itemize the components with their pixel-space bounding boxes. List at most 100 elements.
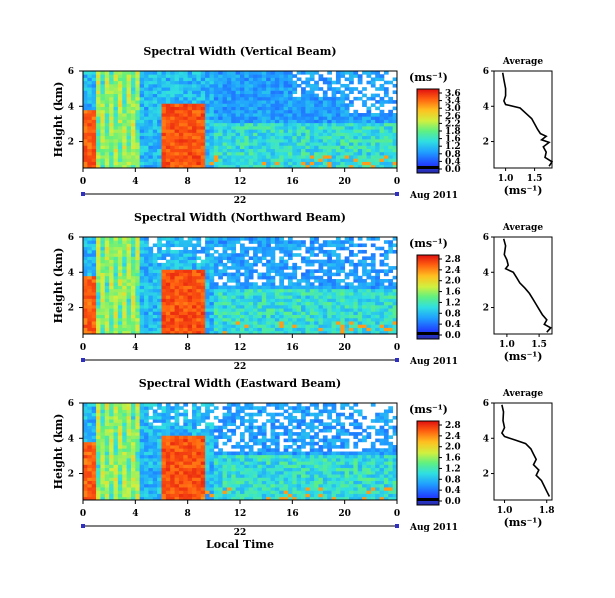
heatmap-cell — [178, 282, 184, 286]
heatmap-cell — [370, 161, 376, 166]
heatmap-cell — [279, 122, 285, 127]
heatmap-cell — [178, 321, 184, 325]
heatmap-cell — [170, 409, 175, 414]
heatmap-cell — [279, 330, 285, 334]
heatmap-cell — [152, 93, 158, 98]
heatmap-cell — [187, 266, 193, 270]
heatmap-cell — [200, 330, 206, 334]
heatmap-cell — [253, 259, 258, 264]
heatmap-cell — [314, 109, 319, 114]
heatmap-cell — [349, 80, 354, 85]
heatmap-cell — [148, 253, 154, 257]
heatmap-cell — [362, 269, 367, 273]
heatmap-cell — [104, 145, 110, 149]
heatmap-cell — [344, 122, 350, 127]
heatmap-cell — [83, 77, 88, 82]
colorbar-tick-label: 1.8 — [445, 127, 461, 137]
heatmap-cell — [244, 161, 250, 166]
heatmap-cell — [257, 259, 263, 264]
heatmap-cell — [209, 246, 215, 251]
heatmap-cell — [148, 282, 154, 286]
heatmap-cell — [157, 237, 162, 241]
heatmap-cell — [270, 125, 276, 130]
day-bar-end — [395, 358, 399, 362]
heatmap-cell — [218, 90, 223, 95]
heatmap-cell — [209, 321, 215, 325]
heatmap-cell — [335, 237, 341, 241]
heatmap-cell — [170, 71, 175, 75]
heatmap-cell — [126, 438, 132, 443]
heatmap-cell — [117, 125, 123, 130]
heatmap-cell — [135, 158, 141, 162]
heatmap-cell — [196, 457, 202, 462]
heatmap-cell — [144, 422, 149, 427]
heatmap-cell — [104, 438, 110, 443]
heatmap-cell — [183, 295, 189, 299]
heatmap-cell — [200, 113, 206, 117]
heatmap-cell — [144, 259, 149, 264]
heatmap-cell — [117, 246, 123, 251]
heatmap-cell — [96, 119, 101, 124]
heatmap-cell — [301, 324, 306, 328]
heatmap-cell — [266, 311, 271, 315]
heatmap-cell — [170, 464, 175, 469]
heatmap-cell — [91, 132, 97, 137]
heatmap-cell — [192, 321, 197, 325]
heatmap-cell — [349, 321, 354, 325]
heatmap-cell — [152, 419, 158, 423]
heatmap-cell — [139, 406, 145, 410]
heatmap-cell — [231, 113, 237, 117]
heatmap-cell — [235, 295, 241, 299]
heatmap-cell — [370, 314, 376, 319]
heatmap-cell — [253, 71, 258, 75]
heatmap-cell — [152, 269, 158, 273]
heatmap-cell — [218, 461, 223, 465]
heatmap-cell — [331, 298, 337, 303]
heatmap-cell — [388, 96, 394, 101]
heatmap-cell — [122, 246, 128, 251]
heatmap-cell — [144, 103, 149, 107]
heatmap-cell — [148, 321, 154, 325]
heatmap-cell — [344, 93, 350, 98]
heatmap-cell — [87, 256, 93, 261]
heatmap-cell — [152, 279, 158, 283]
heatmap-cell — [174, 262, 180, 267]
heatmap-cell — [322, 304, 328, 309]
heatmap-cell — [209, 409, 215, 414]
heatmap-cell — [327, 295, 332, 299]
heatmap-cell — [183, 90, 189, 95]
heatmap-cell — [91, 311, 97, 315]
heatmap-cell — [388, 119, 394, 124]
heatmap-cell — [148, 403, 154, 407]
heatmap-cell — [226, 324, 232, 328]
heatmap-cell — [144, 246, 149, 251]
heatmap-cell — [104, 317, 110, 322]
heatmap-cell — [274, 164, 280, 168]
heatmap-cell — [283, 161, 289, 166]
heatmap-cell — [375, 321, 380, 325]
heatmap-cell — [379, 138, 385, 143]
heatmap-cell — [113, 148, 119, 153]
heatmap-cell — [231, 93, 237, 98]
heatmap-cell — [388, 291, 394, 296]
heatmap-cell — [91, 301, 97, 306]
heatmap-cell — [270, 151, 276, 156]
heatmap-cell — [144, 282, 149, 286]
heatmap-cell — [370, 243, 376, 248]
heatmap-cell — [139, 441, 145, 446]
heatmap-cell — [340, 74, 346, 78]
heatmap-cell — [287, 135, 293, 140]
heatmap-cell — [205, 266, 210, 270]
heatmap-cell — [83, 161, 88, 166]
heatmap-cell — [139, 288, 145, 293]
heatmap-cell — [301, 259, 306, 264]
heatmap-cell — [100, 93, 106, 98]
heatmap-cell — [335, 148, 341, 153]
heatmap-cell — [122, 308, 128, 312]
heatmap-cell — [335, 158, 341, 162]
heatmap-cell — [135, 490, 141, 494]
heatmap-cell — [353, 161, 359, 166]
heatmap-cell — [357, 74, 363, 78]
heatmap-cell — [274, 119, 280, 124]
heatmap-cell — [122, 158, 128, 162]
